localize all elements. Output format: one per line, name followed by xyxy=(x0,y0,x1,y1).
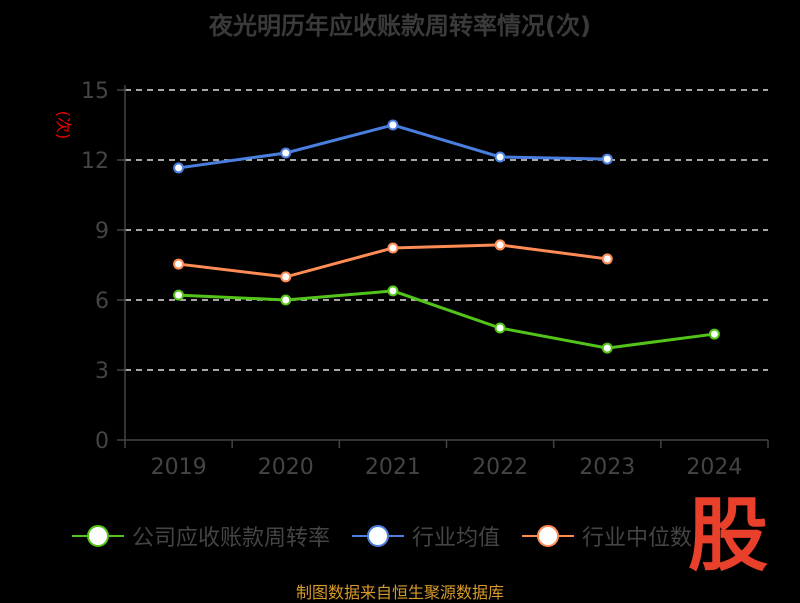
data-point xyxy=(601,153,613,165)
data-point xyxy=(494,322,506,334)
x-tick-label: 2020 xyxy=(258,455,314,480)
legend-marker-icon xyxy=(72,524,124,548)
x-tick-label: 2019 xyxy=(151,455,207,480)
x-tick-label: 2022 xyxy=(472,455,528,480)
y-tick-label: 12 xyxy=(81,149,109,174)
data-point xyxy=(494,151,506,163)
data-point xyxy=(601,253,613,265)
x-tick-label: 2024 xyxy=(686,455,742,480)
data-point xyxy=(173,258,185,270)
x-tick-label: 2023 xyxy=(579,455,635,480)
y-tick-label: 9 xyxy=(95,219,109,244)
chart-title: 夜光明历年应收账款周转率情况(次) xyxy=(209,12,591,40)
legend-item-industry-median[interactable]: 行业中位数 xyxy=(522,520,692,552)
y-tick-label: 0 xyxy=(95,429,109,454)
data-point xyxy=(494,239,506,251)
y-axis-label: (次) xyxy=(54,111,73,140)
legend-label: 行业均值 xyxy=(412,526,501,551)
data-point xyxy=(387,242,399,254)
legend-marker-icon xyxy=(352,524,405,548)
legend: 公司应收账款周转率 行业均值 行业中位数 xyxy=(72,520,692,552)
y-tick-label: 6 xyxy=(95,289,109,314)
data-point xyxy=(280,294,292,306)
legend-item-industry-mean[interactable]: 行业均值 xyxy=(352,520,500,552)
data-point xyxy=(280,271,292,283)
data-point xyxy=(708,328,720,340)
logo: 股 xyxy=(688,489,768,582)
y-tick-label: 15 xyxy=(81,79,109,104)
data-point xyxy=(387,285,399,297)
data-point xyxy=(280,147,292,159)
data-point xyxy=(173,162,185,174)
legend-item-company[interactable]: 公司应收账款周转率 xyxy=(72,520,330,552)
legend-marker-icon xyxy=(522,524,575,548)
x-tick-label: 2021 xyxy=(365,455,421,480)
legend-label: 公司应收账款周转率 xyxy=(132,526,331,551)
y-tick-label: 3 xyxy=(95,359,109,384)
data-point xyxy=(387,119,399,131)
data-point xyxy=(601,342,613,354)
source-note: 制图数据来自恒生聚源数据库 xyxy=(295,583,504,602)
data-point xyxy=(173,289,185,301)
legend-label: 行业中位数 xyxy=(582,526,693,551)
series-line-0 xyxy=(178,289,715,350)
series-line-1 xyxy=(178,123,608,170)
